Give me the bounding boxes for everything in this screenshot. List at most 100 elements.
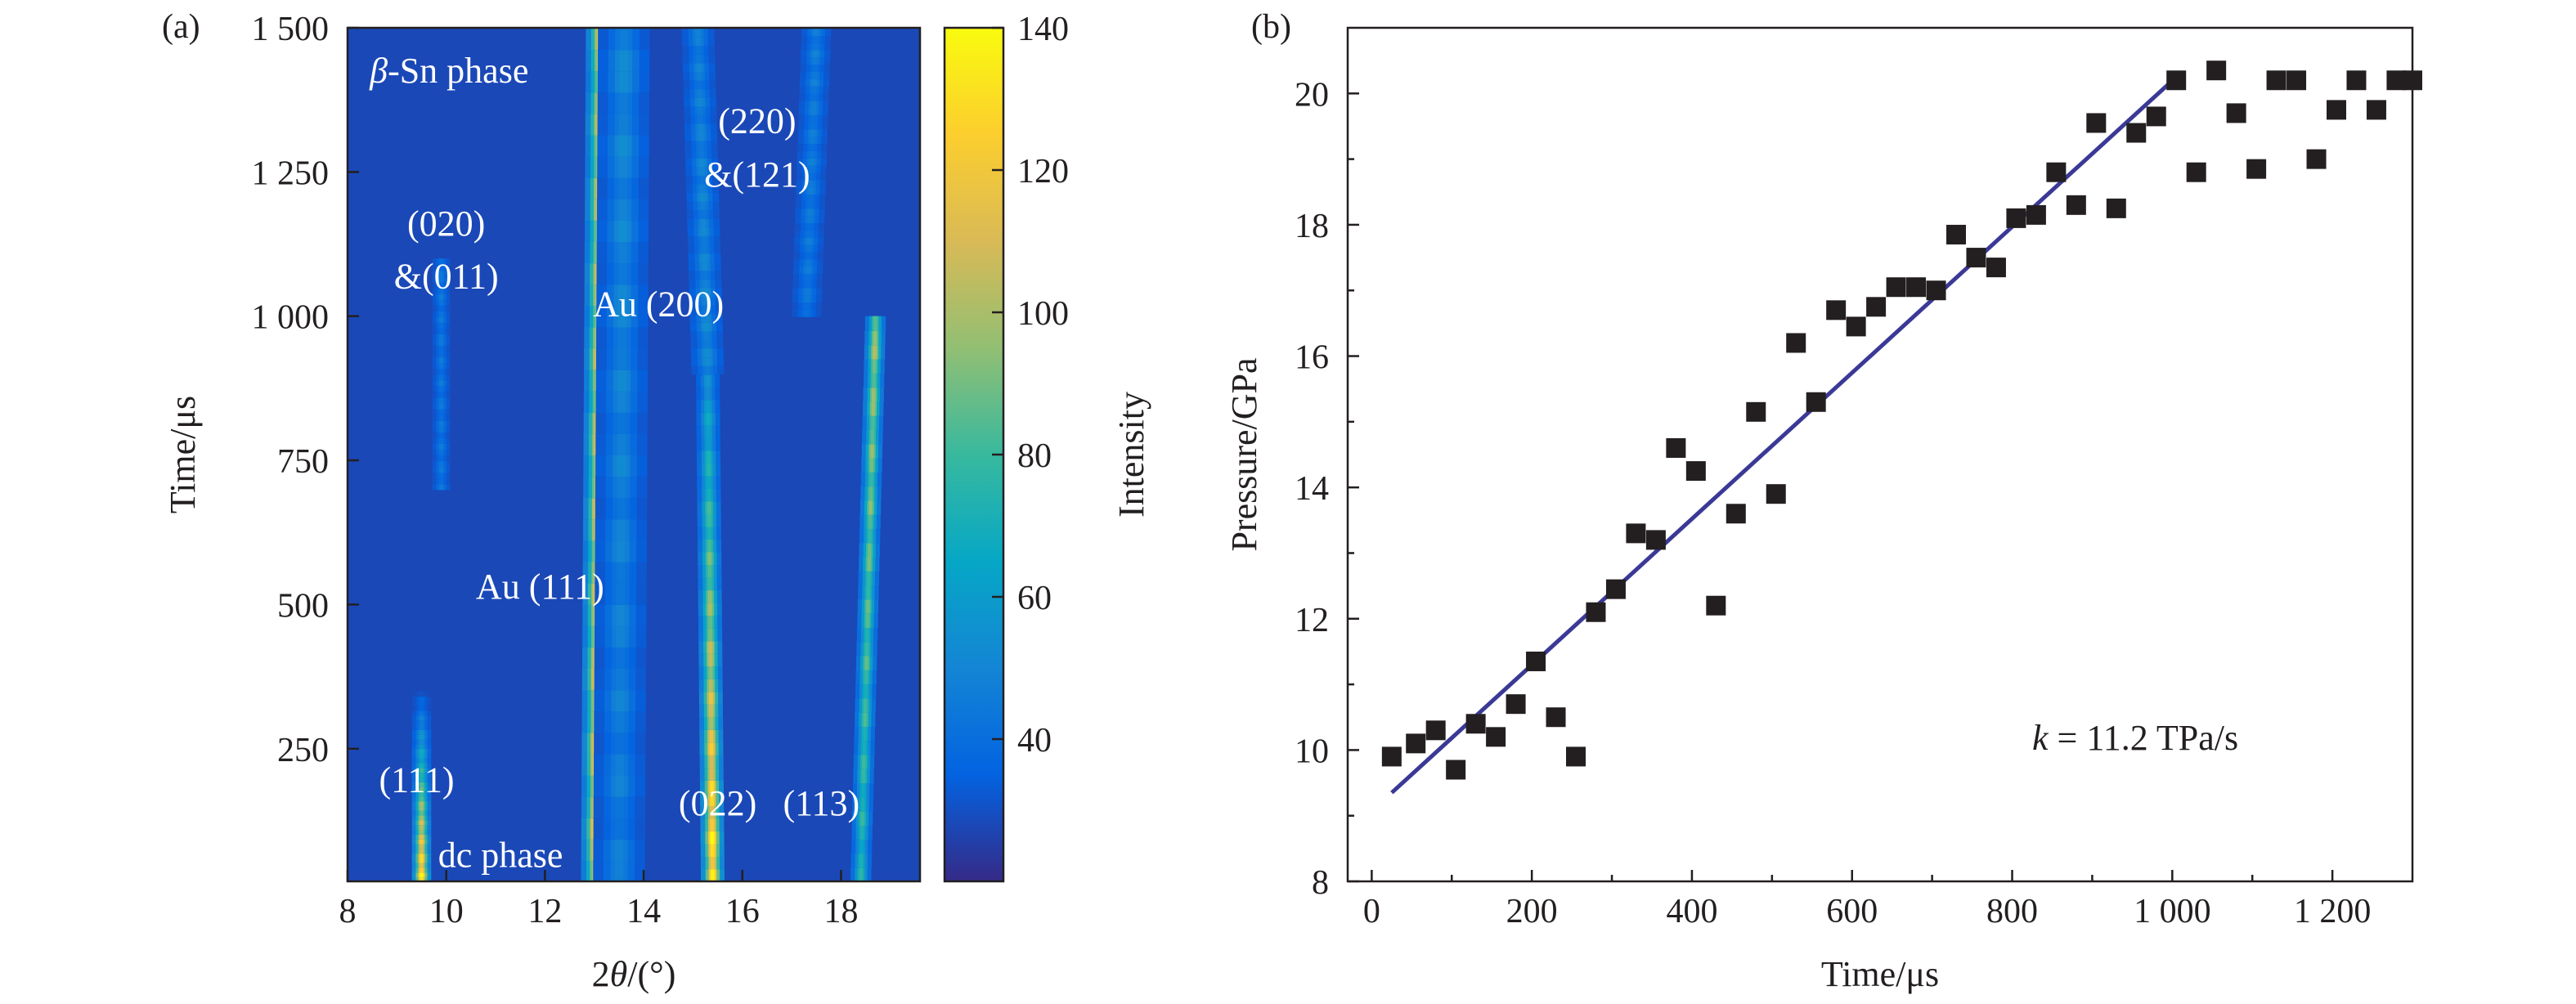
heatmap-cell — [868, 513, 873, 529]
heatmap-cell — [616, 646, 625, 669]
heatmap-cell — [617, 497, 626, 520]
scatter-point — [1706, 595, 1726, 616]
heatmap-cell — [813, 34, 819, 43]
heatmap-cell — [420, 824, 424, 830]
heatmap-cell — [420, 710, 424, 716]
heatmap-cell — [862, 740, 866, 755]
heatmap-cell — [697, 79, 702, 90]
heatmap-cell — [439, 472, 443, 479]
heatmap-cell — [709, 742, 714, 755]
heatmap-cell — [439, 356, 443, 364]
xlabel-prefix: 2 — [592, 954, 610, 994]
heatmap-cell — [420, 762, 424, 769]
heatmap-cell — [810, 128, 815, 137]
heatmap-cell — [812, 56, 818, 65]
heatmap-cell — [439, 338, 443, 346]
heatmap-cell — [439, 397, 443, 404]
scatter-point — [1586, 602, 1606, 622]
heatmap-cell — [420, 848, 424, 854]
heatmap-cell — [866, 585, 870, 600]
heatmap-cell — [808, 186, 814, 195]
heatmap-cell — [707, 602, 712, 616]
heatmap-cell — [696, 70, 702, 81]
scatter-point — [2327, 100, 2346, 120]
heatmap-cell — [439, 362, 443, 370]
y-tick-label: 1 000 — [252, 299, 330, 337]
heatmap-cell — [439, 258, 443, 266]
peak-annotation: Au (200) — [593, 285, 724, 325]
heatmap-cell — [439, 264, 443, 271]
heatmap-cell — [420, 853, 424, 858]
fit-line — [1390, 75, 2178, 795]
heatmap-cell — [873, 316, 877, 331]
heatmap-cell — [616, 582, 626, 605]
heatmap-cell — [696, 62, 702, 72]
heatmap-cell — [709, 703, 713, 718]
heatmap-cell — [420, 691, 424, 697]
heatmap-cell — [702, 278, 708, 289]
scatter-frame — [1346, 26, 2414, 883]
heatmap-cell — [695, 45, 702, 55]
heatmap-cell — [861, 782, 865, 798]
heatmap-cell — [617, 476, 626, 499]
heatmap-cell — [873, 344, 877, 360]
heatmap-cell — [708, 627, 713, 642]
heatmap-cell — [872, 372, 876, 388]
scatter-point — [1666, 437, 1686, 458]
peak-annotation: dc phase — [438, 835, 563, 875]
heatmap-cell — [709, 716, 714, 730]
heatmap-cell — [615, 774, 624, 797]
heatmap-cell — [698, 157, 705, 168]
heatmap-cell — [420, 876, 424, 881]
y-tick-label: 8 — [1312, 864, 1329, 902]
colorbar-tick-label: 80 — [1017, 437, 1052, 475]
heatmap-cell — [420, 833, 424, 840]
heatmap-cell — [702, 287, 708, 298]
heatmap-cell — [439, 414, 443, 421]
x-tick-label: 600 — [1826, 893, 1878, 930]
heatmap-cell — [698, 149, 705, 159]
heatmap-cell — [707, 513, 711, 527]
x-tick-label: 800 — [1986, 893, 2038, 930]
scatter-point — [2086, 113, 2107, 133]
heatmap-cell — [615, 732, 625, 755]
scatter-points — [1381, 61, 2422, 780]
heatmap-cell — [706, 386, 711, 401]
scatter-xlabel: Time/μs — [1821, 954, 1939, 994]
heatmap-cell — [420, 862, 424, 868]
peak-annotation: &(121) — [704, 155, 810, 195]
scatter-point — [1926, 280, 1946, 301]
heatmap-cell — [439, 276, 443, 283]
heatmap-cell — [439, 419, 443, 427]
heatmap-cell — [420, 800, 424, 806]
heatmap-cell — [617, 369, 626, 392]
heatmap-cell — [862, 754, 866, 769]
scatter-point — [1425, 720, 1446, 741]
heatmap-cell — [865, 612, 870, 628]
heatmap-cell — [814, 28, 819, 36]
x-tick-label: 18 — [824, 893, 858, 930]
heatmap-cell — [700, 209, 707, 219]
scatter-point — [1406, 733, 1426, 754]
scatter-point — [2266, 70, 2287, 91]
heatmap-cell — [804, 308, 810, 317]
heatmap-cell — [617, 433, 626, 455]
heatmap-cell — [698, 131, 704, 141]
heatmap-cell — [811, 78, 818, 87]
phase-text: -Sn phase — [388, 51, 528, 91]
heatmap-cell — [439, 333, 443, 340]
heatmap-cell — [619, 49, 628, 72]
heatmap-cell — [805, 272, 810, 281]
heatmap-cell — [710, 855, 715, 870]
heatmap-cell — [617, 455, 626, 477]
x-tick-label: 200 — [1506, 893, 1558, 930]
heatmap-peak — [432, 258, 451, 491]
heatmap-cell — [420, 819, 424, 826]
heatmap-cell — [439, 351, 443, 358]
heatmap-cell — [813, 42, 819, 51]
heatmap-cell — [618, 198, 627, 221]
heatmap-cell — [870, 428, 874, 445]
heatmap-cell — [868, 527, 872, 544]
scatter-point — [2106, 198, 2126, 218]
